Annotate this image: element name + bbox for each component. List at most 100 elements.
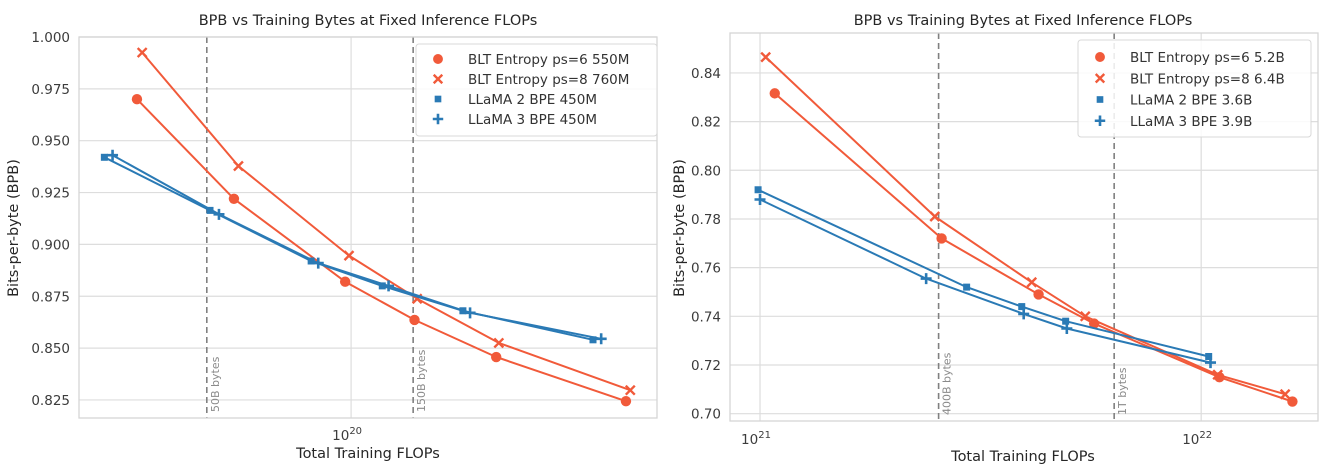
y-tick-label: 0.82 <box>691 115 721 131</box>
data-point <box>620 396 632 407</box>
x-tick-label: 1022 <box>1182 430 1212 448</box>
series-layer <box>754 51 1298 407</box>
series-line <box>141 51 631 392</box>
series <box>760 51 1291 400</box>
legend-marker-icon <box>432 73 444 85</box>
legend-marker-icon <box>434 95 442 103</box>
y-tick-label: 0.78 <box>691 212 721 228</box>
data-point <box>936 233 947 244</box>
data-point <box>1018 308 1030 320</box>
chart-right: BPB vs Training Bytes at Fixed Inference… <box>672 13 1319 465</box>
y-tick-label: 0.825 <box>31 393 70 409</box>
data-point <box>343 250 355 261</box>
legend-marker-icon <box>432 113 444 125</box>
reference-line-label: 50B bytes <box>209 356 222 412</box>
data-point <box>107 149 119 161</box>
reference-line-label: 400B bytes <box>941 352 954 415</box>
x-tick-labels: 1021 1022 <box>741 430 1212 448</box>
y-tick-label: 0.850 <box>31 341 70 357</box>
data-point <box>929 211 941 222</box>
legend-label: LLaMA 2 BPE 450M <box>468 92 597 108</box>
legend-label: BLT Entropy ps=6 550M <box>468 52 629 68</box>
x-tick-label: 1021 <box>741 430 771 448</box>
data-point <box>920 273 932 285</box>
data-point <box>491 351 502 363</box>
data-point <box>589 336 597 344</box>
data-point <box>624 384 636 396</box>
data-point <box>378 282 386 290</box>
series <box>107 149 607 345</box>
series-line <box>759 198 1211 364</box>
y-tick-label: 0.70 <box>691 407 721 423</box>
legend-label: BLT Entropy ps=6 5.2B <box>1130 50 1285 66</box>
data-point <box>464 307 476 319</box>
y-tick-label: 0.875 <box>31 289 70 305</box>
chart-title: BPB vs Training Bytes at Fixed Inference… <box>854 13 1193 29</box>
x-axis-label: Total Training FLOPs <box>950 449 1095 465</box>
data-point <box>228 193 240 204</box>
data-point <box>754 186 762 194</box>
legend-box <box>415 43 658 137</box>
data-point <box>595 333 607 345</box>
legend-marker-icon <box>1094 115 1106 126</box>
data-point <box>100 153 108 161</box>
series <box>754 186 1213 360</box>
data-point <box>1205 352 1213 360</box>
series-layer <box>100 47 636 407</box>
y-tick-label: 0.72 <box>691 358 721 374</box>
legend-marker-icon <box>1094 73 1106 84</box>
y-tick-labels: 0.70 0.72 0.74 0.76 0.78 0.80 0.82 0.84 <box>691 66 721 423</box>
data-point <box>213 208 225 220</box>
reference-line-label: 1T bytes <box>1116 367 1129 415</box>
data-point <box>493 337 505 349</box>
y-tick-label: 0.925 <box>31 186 70 202</box>
data-point <box>1279 388 1291 400</box>
series <box>754 193 1217 369</box>
y-tick-label: 0.84 <box>691 66 721 82</box>
series-line <box>757 188 1209 358</box>
y-tick-label: 0.950 <box>31 134 70 150</box>
y-tick-label: 0.900 <box>31 237 70 253</box>
legend-label: BLT Entropy ps=8 6.4B <box>1130 71 1285 87</box>
y-tick-label: 0.80 <box>691 163 721 179</box>
data-point <box>963 283 971 291</box>
data-point <box>383 280 395 292</box>
data-point <box>312 257 324 269</box>
series <box>131 94 632 407</box>
data-point <box>1026 276 1038 288</box>
legend-box <box>1077 39 1312 138</box>
data-point <box>1062 317 1070 325</box>
data-point <box>307 257 315 265</box>
data-point <box>1287 396 1298 407</box>
legend-marker-icon <box>1096 96 1104 103</box>
series <box>769 88 1298 407</box>
data-point <box>339 276 351 287</box>
data-point <box>1033 289 1044 300</box>
series <box>100 153 597 344</box>
legend-marker-icon <box>1095 52 1105 62</box>
data-point <box>760 51 772 63</box>
y-tick-label: 1.000 <box>31 30 70 46</box>
reference-line-label: 150B bytes <box>415 349 428 412</box>
x-tick-label: 1020 <box>332 426 362 444</box>
series-line <box>774 92 1293 403</box>
data-point <box>769 88 780 99</box>
series-line <box>136 98 627 403</box>
series-line <box>103 156 594 341</box>
legend: BLT Entropy ps=6 5.2B BLT Entropy ps=8 6.… <box>1077 39 1312 138</box>
data-point <box>136 47 148 58</box>
data-point <box>1205 357 1217 369</box>
y-tick-labels: 0.825 0.850 0.875 0.900 0.925 0.950 0.975 1.000 <box>31 30 70 409</box>
legend-label: LLaMA 3 BPE 3.9B <box>1130 114 1252 130</box>
series-line <box>765 56 1286 396</box>
chart-left: BPB vs Training Bytes at Fixed Inference… <box>6 13 658 462</box>
data-point <box>131 94 143 105</box>
data-point <box>233 160 244 172</box>
legend-label: LLaMA 3 BPE 450M <box>468 112 597 128</box>
plot-area <box>729 32 1319 422</box>
y-tick-label: 0.76 <box>691 261 721 277</box>
y-tick-label: 0.74 <box>691 309 721 325</box>
legend-label: LLaMA 2 BPE 3.6B <box>1130 93 1252 109</box>
series-line <box>112 154 602 340</box>
